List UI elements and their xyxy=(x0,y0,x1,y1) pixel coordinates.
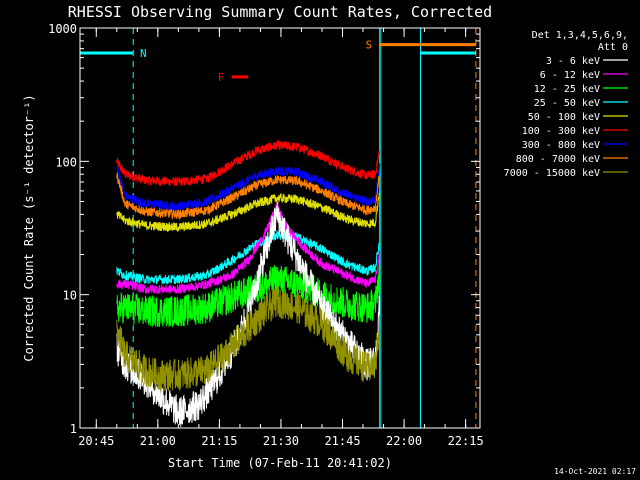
legend-label: 6 - 12 keV xyxy=(540,70,600,81)
x-tick-label: 22:00 xyxy=(386,434,422,448)
legend-label: 3 - 6 keV xyxy=(546,56,600,67)
legend-label: 50 - 100 keV xyxy=(528,112,600,123)
x-tick-label: 21:45 xyxy=(324,434,360,448)
y-tick-label: 10 xyxy=(63,289,77,303)
legend-label: 7000 - 15000 keV xyxy=(504,168,600,179)
x-axis-label: Start Time (07-Feb-11 20:41:02) xyxy=(168,456,392,470)
series-line xyxy=(116,202,380,427)
x-tick-label: 20:45 xyxy=(78,434,114,448)
y-axis-label: Corrected Count Rate (s⁻¹ detector⁻¹) xyxy=(22,94,36,361)
series-line xyxy=(116,163,380,212)
legend-header: Att 0 xyxy=(598,42,628,53)
generation-timestamp: 14-Oct-2021 02:17 xyxy=(554,467,636,476)
x-tick-label: 21:00 xyxy=(140,434,176,448)
series-line xyxy=(116,139,380,187)
series-line xyxy=(116,229,380,285)
series-line xyxy=(116,202,380,294)
annotation-label-n: N xyxy=(140,47,147,60)
series-line xyxy=(116,172,380,221)
legend-label: 100 - 300 keV xyxy=(522,126,600,137)
chart-title: RHESSI Observing Summary Count Rates, Co… xyxy=(68,3,492,21)
legend: Det 1,3,4,5,6,9,Att 0 3 - 6 keV 6 - 12 keV… xyxy=(504,30,628,179)
x-tick-label: 21:15 xyxy=(201,434,237,448)
legend-label: 12 - 25 keV xyxy=(534,84,600,95)
y-tick-label: 1000 xyxy=(48,22,77,36)
plot-area: N F S 1 10 100 1000 20:45 21:00 21:15 21:30 21:45 22… xyxy=(48,22,484,448)
plot-frame xyxy=(79,27,481,429)
annotation-label-s: S xyxy=(365,39,372,52)
y-tick-label: 1 xyxy=(70,422,77,436)
legend-label: 800 - 7000 keV xyxy=(516,154,600,165)
legend-label: 300 - 800 keV xyxy=(522,140,600,151)
series-line xyxy=(116,285,380,391)
legend-label: 25 - 50 keV xyxy=(534,98,600,109)
series-line xyxy=(116,192,380,233)
legend-header: Det 1,3,4,5,6,9, xyxy=(532,30,628,41)
annotation-label-f: F xyxy=(218,71,225,84)
x-tick-label: 22:15 xyxy=(448,434,484,448)
y-tick-label: 100 xyxy=(55,155,77,169)
series-line xyxy=(116,265,380,328)
x-tick-label: 21:30 xyxy=(263,434,299,448)
